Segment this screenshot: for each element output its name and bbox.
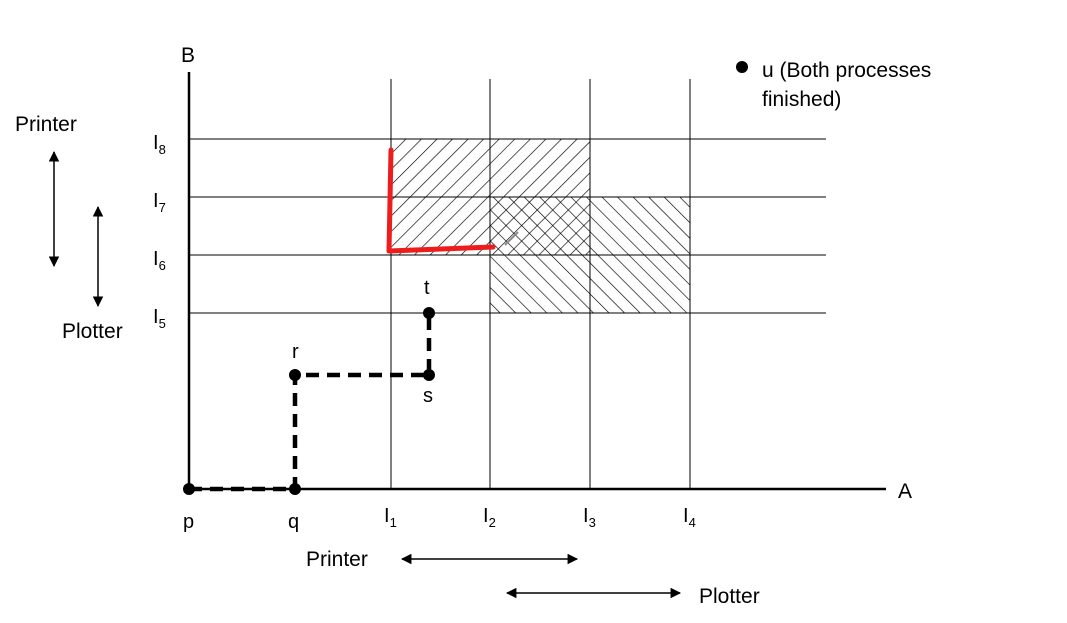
y-tick-label-i6: I6 [153,248,166,273]
trajectory-points [183,307,435,495]
y-tick-label-i5: I5 [153,306,166,331]
grid-lines [189,79,826,489]
legend-text-line1: u (Both processes [762,59,931,82]
pen-mark-icon [504,231,519,246]
x-tick-labels: I1 I2 I3 I4 [384,505,696,530]
forbidden-regions [391,139,690,313]
execution-trajectory [189,313,432,492]
x-tick-label-i3: I3 [583,505,596,530]
left-plotter-label: Plotter [62,320,123,343]
x-tick-label-i4: I4 [683,505,696,530]
x-axis-label: A [898,480,912,503]
highlighted-trajectory [386,147,496,254]
point-t [423,307,435,319]
left-printer-label: Printer [15,113,77,136]
y-axis-label: B [181,44,195,67]
point-label-s: s [423,385,433,407]
point-r [289,369,301,381]
point-label-t: t [424,277,430,299]
point-label-q: q [288,511,299,533]
y-tick-label-i8: I8 [153,132,166,157]
point-p [183,483,195,495]
point-label-r: r [292,341,299,363]
x-tick-label-i2: I2 [483,505,496,530]
bottom-plotter-label: Plotter [699,585,760,608]
bottom-printer-label: Printer [306,548,368,571]
y-tick-labels: I8 I7 I6 I5 [153,132,166,331]
x-tick-label-i1: I1 [384,505,397,530]
point-q [289,483,301,495]
axes [187,72,886,491]
point-label-p: p [183,511,194,533]
point-labels: p q r s t [183,277,433,533]
y-tick-label-i7: I7 [153,190,166,215]
legend-point-u [736,61,748,73]
legend-text-line2: finished) [762,88,841,111]
point-s [423,369,435,381]
